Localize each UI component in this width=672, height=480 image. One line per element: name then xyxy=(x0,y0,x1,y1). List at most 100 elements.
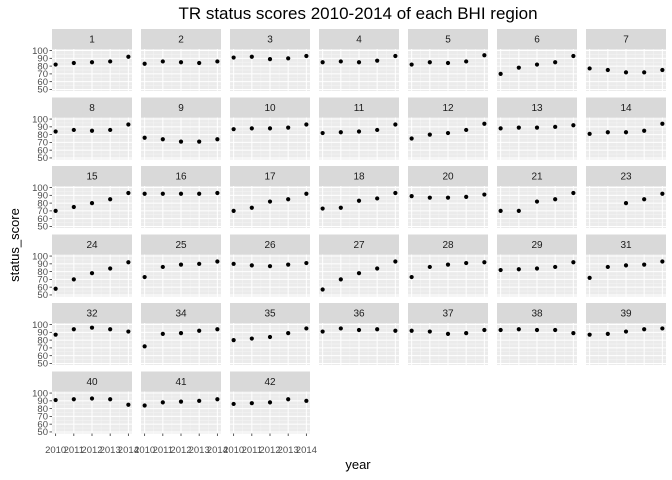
data-point xyxy=(267,126,273,131)
data-point xyxy=(445,262,451,267)
data-point xyxy=(53,129,58,134)
data-point xyxy=(605,331,610,336)
facet-strip-label: 8 xyxy=(89,103,95,114)
data-point xyxy=(587,66,592,71)
facet-strip-label: 36 xyxy=(353,309,365,320)
facet-panel: 5 xyxy=(408,29,488,91)
facet-panel: 34 xyxy=(141,303,221,365)
data-point xyxy=(304,398,309,403)
facet-panel: 37 xyxy=(408,303,488,365)
facet-panel: 13 xyxy=(497,97,577,160)
data-point xyxy=(427,60,432,65)
data-point xyxy=(571,260,576,265)
facet-panel: 35 xyxy=(230,303,310,365)
data-point xyxy=(320,206,325,211)
data-point xyxy=(71,204,76,210)
data-point xyxy=(356,327,362,333)
data-point xyxy=(231,401,236,407)
data-point xyxy=(393,259,398,264)
data-point xyxy=(178,191,184,196)
data-point xyxy=(142,274,147,280)
facet-strip xyxy=(586,29,666,49)
data-point xyxy=(267,199,273,204)
data-point xyxy=(356,60,362,65)
facet-strip-label: 38 xyxy=(531,309,543,320)
data-point xyxy=(660,67,665,73)
facet-strip xyxy=(408,234,488,255)
data-point xyxy=(304,122,309,127)
data-point xyxy=(249,263,254,268)
facet-strip-label: 9 xyxy=(178,103,184,114)
data-point xyxy=(71,277,76,282)
y-tick-label: 50 xyxy=(37,427,48,438)
data-point xyxy=(126,122,131,127)
data-point xyxy=(249,205,254,210)
facet-strip-label: 41 xyxy=(175,377,187,388)
data-point xyxy=(71,397,76,402)
y-axis-title: status_score xyxy=(7,208,22,282)
data-point xyxy=(482,327,487,333)
data-point xyxy=(375,327,380,332)
data-point xyxy=(338,59,343,64)
facet-strip-label: 4 xyxy=(356,35,362,46)
facet-strip xyxy=(319,234,399,255)
data-point xyxy=(231,338,236,343)
facet-panel: 28 xyxy=(408,234,488,297)
facet-strip-label: 29 xyxy=(531,240,543,251)
facet-strip xyxy=(319,303,399,323)
data-point xyxy=(498,71,503,76)
facet-strip-label: 21 xyxy=(531,172,543,183)
data-point xyxy=(498,126,503,131)
facet-panel: 6 xyxy=(497,29,577,91)
facet-panel: 2 xyxy=(141,29,221,91)
facet-strip-label: 3 xyxy=(267,35,273,46)
y-tick-label: 80 xyxy=(37,130,48,141)
data-point xyxy=(89,396,95,401)
data-point xyxy=(215,259,220,264)
y-tick-label: 70 xyxy=(37,138,48,149)
data-point xyxy=(197,139,202,144)
data-point xyxy=(71,327,76,332)
facet-strip-label: 34 xyxy=(175,309,187,320)
data-point xyxy=(126,260,131,265)
facet-panel: 39 xyxy=(586,303,666,365)
data-point xyxy=(587,131,592,136)
data-point xyxy=(553,264,558,270)
data-point xyxy=(534,199,540,204)
data-point xyxy=(482,121,487,126)
y-tick-label: 70 xyxy=(37,343,48,354)
data-point xyxy=(375,266,380,271)
facet-panel: 16 xyxy=(141,166,221,228)
data-point xyxy=(660,259,665,264)
facet-panel: 18 xyxy=(319,166,399,228)
data-point xyxy=(53,286,58,291)
y-tick-label: 90 xyxy=(37,259,48,270)
x-axis-title: year xyxy=(345,457,371,472)
facet-strip-label: 37 xyxy=(442,309,454,320)
facet-strip-label: 5 xyxy=(445,35,451,46)
data-point xyxy=(249,336,254,341)
facet-strip-label: 14 xyxy=(620,103,632,114)
facet-strip-label: 40 xyxy=(86,377,98,388)
facet-strip xyxy=(141,303,221,323)
data-point xyxy=(534,266,540,271)
data-point xyxy=(108,59,113,64)
y-tick-label: 100 xyxy=(32,320,48,331)
data-point xyxy=(482,260,487,265)
facet-strip xyxy=(319,97,399,118)
y-tick-label: 90 xyxy=(37,122,48,133)
data-point xyxy=(338,130,343,135)
facet-panel: 27 xyxy=(319,234,399,297)
data-point xyxy=(553,60,558,65)
data-point xyxy=(249,126,254,131)
facet-panel: 36 xyxy=(319,303,399,365)
data-point xyxy=(516,65,521,70)
data-point xyxy=(605,67,610,73)
data-point xyxy=(160,191,165,196)
data-point xyxy=(409,194,414,199)
data-point xyxy=(142,344,147,349)
facet-panel: 31 xyxy=(586,234,666,297)
